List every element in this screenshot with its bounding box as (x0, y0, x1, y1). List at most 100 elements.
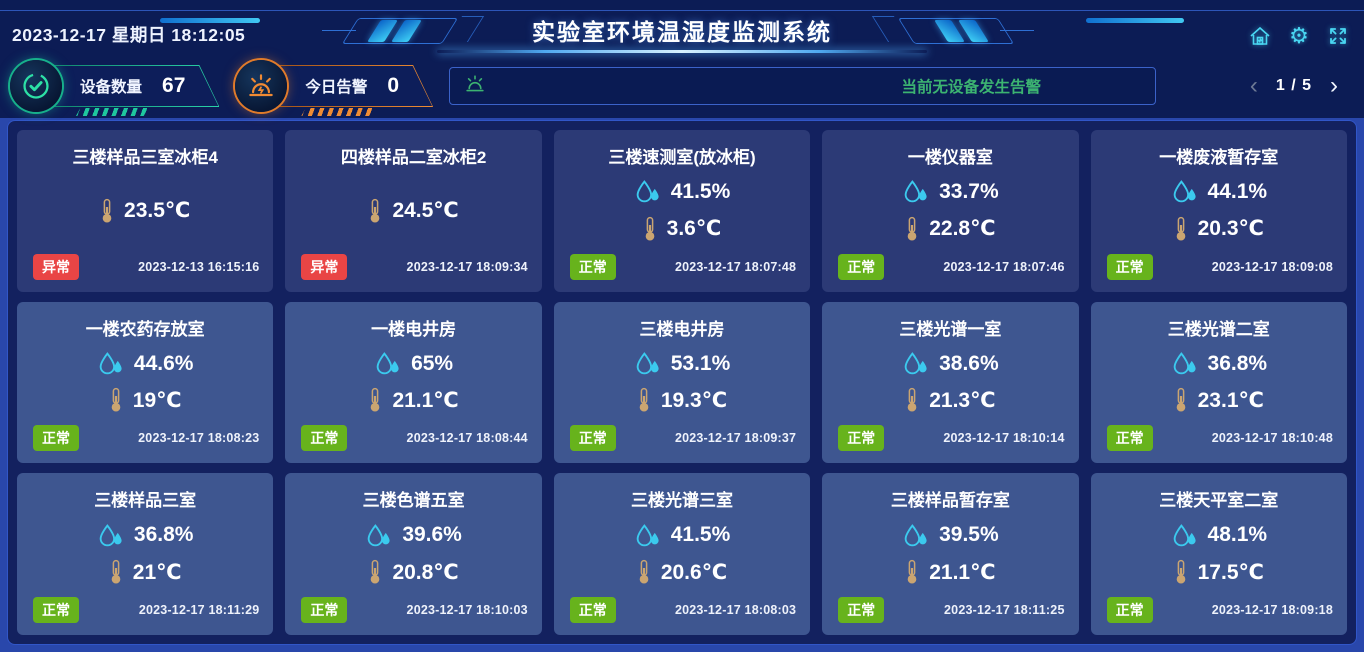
humidity-row: 33.7% (902, 180, 999, 204)
thermometer-icon (645, 216, 654, 241)
temperature-value: 22.8℃ (929, 217, 996, 241)
header-decoration-right (871, 16, 1034, 46)
device-card[interactable]: 三楼光谱三室 41.5% 20.6℃ 正常 2023-12-17 18:08 (553, 473, 811, 635)
datetime-display: 2023-12-17 星期日 18:12:05 (12, 25, 246, 45)
device-card[interactable]: 三楼色谱五室 39.6% 20.8℃ 正常 2023-12-17 18:10 (285, 473, 542, 635)
temperature-row: 21℃ (109, 559, 182, 585)
temperature-value: 21.3℃ (929, 388, 996, 412)
card-panel: 三楼样品三室冰柜4 23.5℃ 异常 2023-12-13 16:15:1 (7, 120, 1357, 645)
device-card[interactable]: 三楼光谱二室 36.8% 23.1℃ 正常 2023-12-17 18:10 (1090, 301, 1347, 464)
temperature-row: 21.1℃ (368, 387, 459, 413)
room-name: 三楼速测室(放冰柜) (608, 148, 756, 167)
thermometer-icon (639, 388, 649, 412)
toolbar: 设备数量 67 今日告警 0 (0, 60, 1364, 118)
temperature-value: 19.3℃ (660, 388, 728, 412)
prev-page-button[interactable]: ‹ (1249, 72, 1258, 99)
alert-siren-icon (464, 74, 486, 99)
thermometer-icon (371, 388, 380, 412)
alarm-today-stripes (301, 108, 374, 116)
device-card[interactable]: 一楼仪器室 33.7% 22.8℃ 正常 2023-12-17 18:07: (822, 130, 1079, 292)
thermometer-icon (639, 559, 649, 584)
thermometer-icon (907, 559, 917, 584)
siren-icon (235, 60, 288, 112)
alert-message: 当前无设备发生告警 (901, 79, 1041, 96)
thermometer-icon (1176, 216, 1185, 241)
device-card[interactable]: 三楼样品三室 36.8% 21℃ 正常 2023-12-17 18:11:2 (17, 473, 274, 635)
room-name: 三楼样品暂存室 (890, 491, 1010, 511)
last-update-time: 2023-12-13 16:15:16 (138, 259, 260, 274)
title-underline-glow (437, 50, 927, 53)
room-name: 三楼光谱一室 (899, 319, 1002, 339)
room-name: 四楼样品二室冰柜2 (340, 148, 487, 167)
device-card[interactable]: 三楼速测室(放冰柜) 41.5% 3.6℃ 正常 2023-12-17 18 (553, 130, 811, 292)
room-name: 三楼色谱五室 (362, 491, 465, 511)
water-drops-icon (636, 352, 659, 375)
status-badge: 正常 (33, 425, 79, 452)
home-icon[interactable] (1248, 24, 1272, 48)
header-line-accent-right (1086, 18, 1184, 23)
status-badge: 正常 (569, 253, 616, 280)
humidity-row: 36.8% (1171, 351, 1268, 376)
water-drops-icon (1173, 180, 1196, 203)
last-update-time: 2023-12-17 18:09:08 (1211, 259, 1333, 274)
temperature-value: 23.1℃ (1197, 388, 1264, 412)
water-drops-icon (904, 180, 927, 203)
thermometer-icon (111, 388, 121, 412)
last-update-time: 2023-12-17 18:11:25 (944, 603, 1065, 617)
room-name: 三楼样品三室 (94, 491, 197, 511)
alarm-today-box: 今日告警 0 (261, 65, 433, 107)
temperature-row: 20.6℃ (637, 559, 727, 585)
header-icon-group: ⚙ (1248, 24, 1350, 48)
temperature-value: 24.5℃ (392, 199, 459, 223)
humidity-row: 41.5% (634, 523, 730, 547)
humidity-row: 65% (374, 352, 453, 376)
device-card[interactable]: 三楼样品三室冰柜4 23.5℃ 异常 2023-12-13 16:15:1 (17, 130, 274, 292)
water-drops-icon (368, 523, 390, 547)
page-indicator: 1 / 5 (1275, 77, 1312, 94)
device-card[interactable]: 一楼废液暂存室 44.1% 20.3℃ 正常 2023-12-17 18:0 (1090, 130, 1347, 292)
settings-gear-icon[interactable]: ⚙ (1289, 23, 1309, 48)
last-update-time: 2023-12-17 18:10:14 (943, 431, 1065, 446)
temperature-value: 21.1℃ (929, 560, 996, 584)
temperature-row: 20.3℃ (1174, 216, 1264, 242)
last-update-time: 2023-12-17 18:08:44 (406, 431, 528, 446)
thermometer-icon (111, 559, 121, 584)
humidity-value: 48.1% (1207, 523, 1268, 547)
device-card[interactable]: 三楼天平室二室 48.1% 17.5℃ 正常 2023-12-17 18:0 (1090, 473, 1347, 635)
humidity-value: 36.8% (1207, 351, 1268, 375)
device-card[interactable]: 四楼样品二室冰柜2 24.5℃ 异常 2023-12-17 18:09:3 (285, 130, 542, 292)
thermometer-icon (371, 198, 380, 223)
status-badge: 正常 (838, 597, 885, 623)
device-count-box: 设备数量 67 (36, 65, 219, 107)
water-drops-icon (636, 523, 659, 547)
device-card[interactable]: 三楼光谱一室 38.6% 21.3℃ 正常 2023-12-17 18:10 (822, 301, 1079, 464)
header-top-line (0, 10, 1364, 23)
fullscreen-icon[interactable] (1326, 24, 1350, 48)
device-count-label: 设备数量 (80, 79, 143, 96)
status-badge: 异常 (33, 253, 79, 280)
alert-bar: 当前无设备发生告警 (449, 67, 1156, 105)
humidity-row: 44.6% (97, 352, 193, 376)
last-update-time: 2023-12-17 18:08:23 (138, 431, 260, 446)
room-name: 三楼天平室二室 (1159, 491, 1279, 511)
room-name: 一楼废液暂存室 (1159, 148, 1279, 167)
next-page-button[interactable]: › (1330, 72, 1338, 99)
room-name: 三楼光谱二室 (1167, 319, 1270, 339)
temperature-row: 3.6℃ (643, 216, 722, 242)
device-card[interactable]: 一楼农药存放室 44.6% 19℃ 正常 2023-12-17 18:08: (17, 301, 274, 464)
device-card[interactable]: 三楼样品暂存室 39.5% 21.1℃ 正常 2023-12-17 18:1 (822, 473, 1079, 635)
temperature-value: 19℃ (132, 388, 182, 412)
last-update-time: 2023-12-17 18:10:48 (1211, 431, 1333, 446)
card-grid: 三楼样品三室冰柜4 23.5℃ 异常 2023-12-13 16:15:1 (17, 130, 1347, 635)
device-card[interactable]: 三楼电井房 53.1% 19.3℃ 正常 2023-12-17 18:09: (553, 301, 811, 464)
humidity-value: 53.1% (670, 351, 731, 375)
humidity-value: 39.6% (402, 523, 462, 547)
device-card[interactable]: 一楼电井房 65% 21.1℃ 正常 2023-12-17 18:08:44 (285, 301, 542, 464)
status-badge: 正常 (838, 425, 885, 452)
temperature-value: 20.3℃ (1197, 217, 1264, 241)
last-update-time: 2023-12-17 18:09:37 (674, 431, 797, 446)
water-drops-icon (1173, 352, 1196, 375)
temperature-value: 3.6℃ (666, 217, 722, 241)
device-count-widget: 设备数量 67 (10, 58, 219, 116)
humidity-row: 48.1% (1171, 523, 1268, 547)
